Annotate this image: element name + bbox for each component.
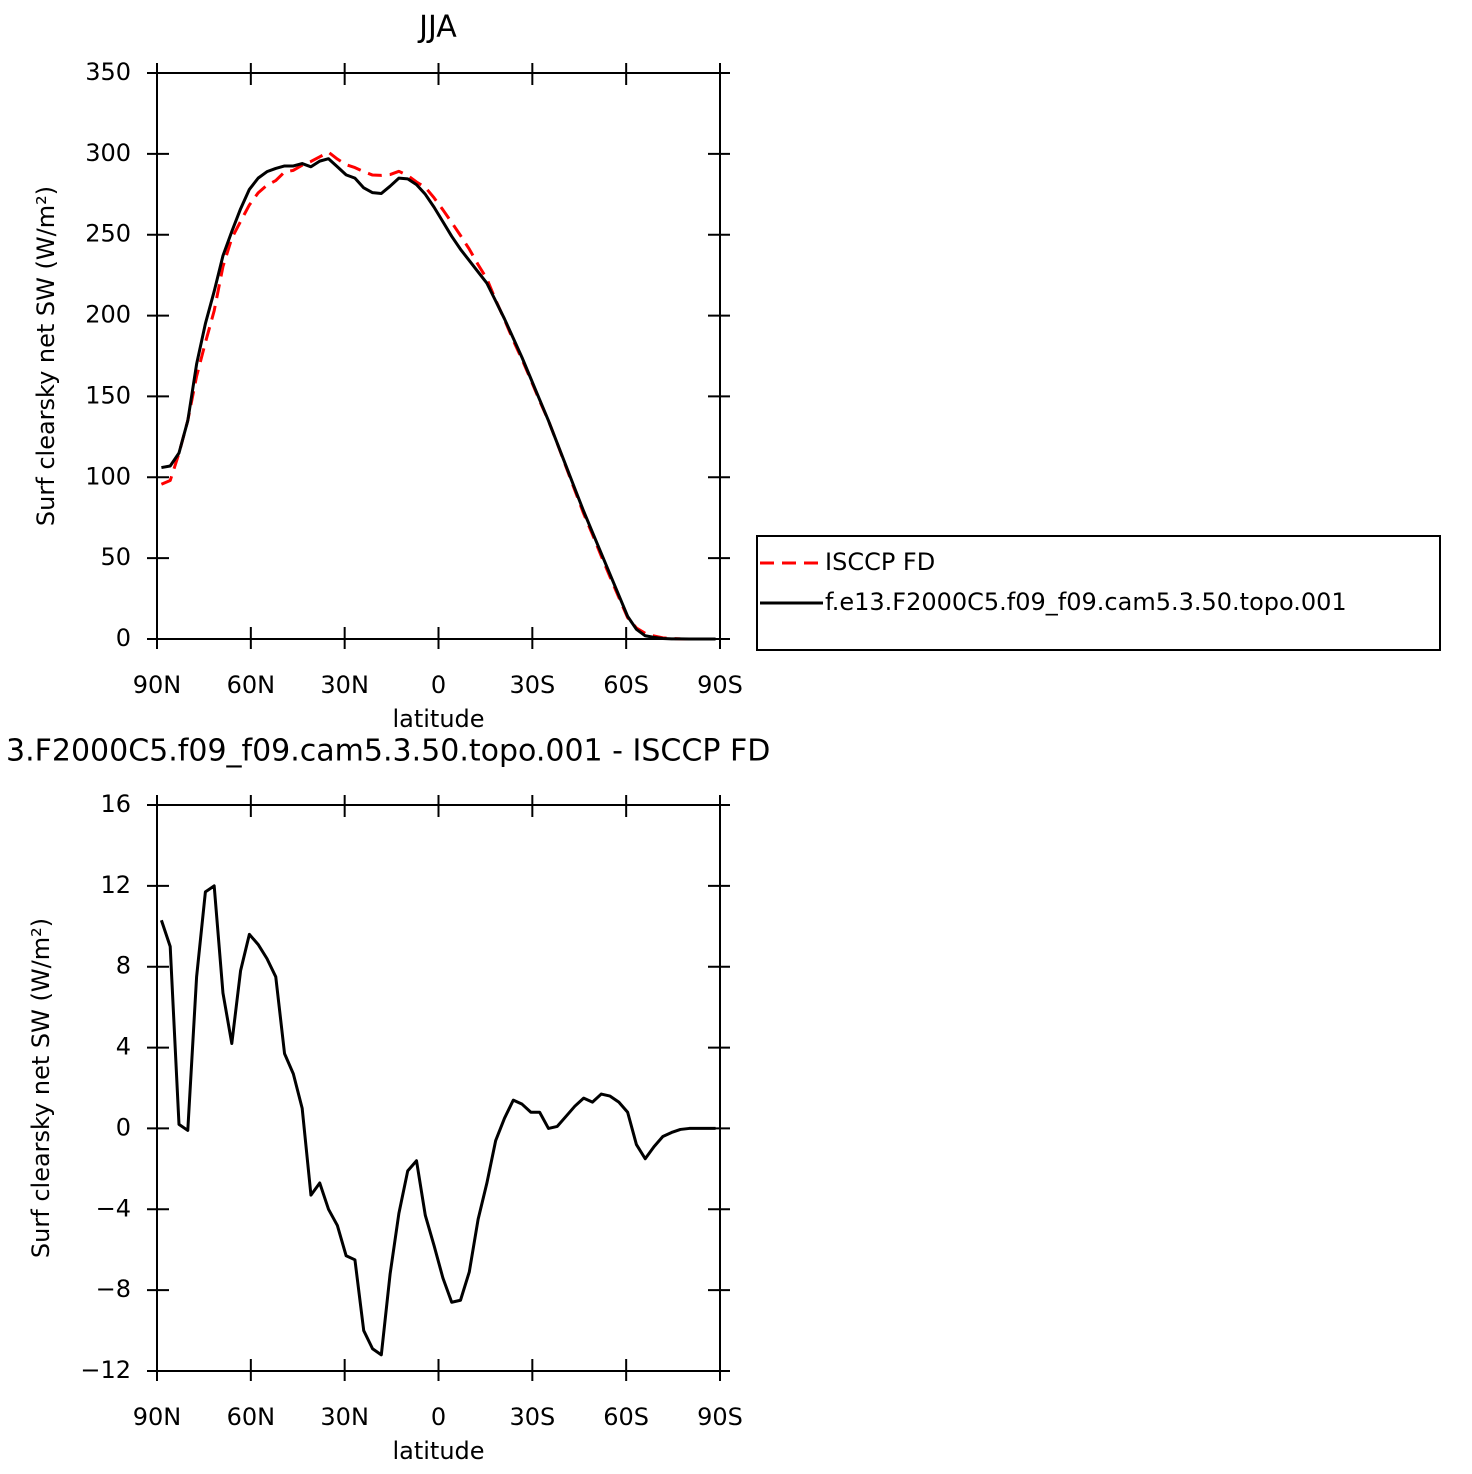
y-tick-label: 300 xyxy=(85,139,131,167)
x-tick-label: 30N xyxy=(320,671,369,699)
series-line xyxy=(161,157,716,641)
x-tick-label: 60N xyxy=(227,1403,276,1431)
x-tick-label: 0 xyxy=(431,1403,446,1431)
x-tick-label: 60S xyxy=(603,1403,649,1431)
x-axis-label: latitude xyxy=(392,1437,484,1465)
chart-title: 3.F2000C5.f09_f09.cam5.3.50.topo.001 - I… xyxy=(6,734,770,769)
y-tick-label: 150 xyxy=(85,381,131,409)
y-axis-label: Surf clearsky net SW (W/m²) xyxy=(32,186,60,526)
series-line xyxy=(160,150,716,641)
legend-label: f.e13.F2000C5.f09_f09.cam5.3.50.topo.001 xyxy=(825,588,1347,616)
x-tick-label: 30S xyxy=(509,1403,555,1431)
x-tick-label: 60S xyxy=(603,671,649,699)
y-tick-label: 50 xyxy=(100,543,131,571)
x-tick-label: 30N xyxy=(320,1403,369,1431)
legend-box xyxy=(756,535,1441,651)
x-tick-label: 90S xyxy=(697,1403,743,1431)
x-tick-label: 90N xyxy=(133,671,182,699)
y-tick-label: 250 xyxy=(85,220,131,248)
plot-frame xyxy=(156,804,721,1372)
legend-label: ISCCP FD xyxy=(825,548,935,576)
x-tick-label: 90N xyxy=(133,1403,182,1431)
y-tick-label: −12 xyxy=(80,1356,131,1384)
x-axis-label: latitude xyxy=(392,705,484,733)
y-tick-label: −4 xyxy=(96,1194,131,1222)
x-tick-label: 90S xyxy=(697,671,743,699)
y-axis-label: Surf clearsky net SW (W/m²) xyxy=(27,918,55,1258)
y-tick-label: 16 xyxy=(100,790,131,818)
y-tick-label: 12 xyxy=(100,871,131,899)
y-tick-label: 0 xyxy=(116,1113,131,1141)
y-tick-label: 100 xyxy=(85,462,131,490)
y-tick-label: 8 xyxy=(116,952,131,980)
chart-title: JJA xyxy=(417,10,457,45)
x-tick-label: 0 xyxy=(431,671,446,699)
x-tick-label: 30S xyxy=(509,671,555,699)
y-tick-label: 350 xyxy=(85,58,131,86)
y-tick-label: 200 xyxy=(85,301,131,329)
y-tick-label: 0 xyxy=(116,624,131,652)
plot-frame xyxy=(156,72,721,640)
series-line xyxy=(159,884,716,1357)
x-tick-label: 60N xyxy=(227,671,276,699)
y-tick-label: −8 xyxy=(96,1275,131,1303)
y-tick-label: 4 xyxy=(116,1033,131,1061)
